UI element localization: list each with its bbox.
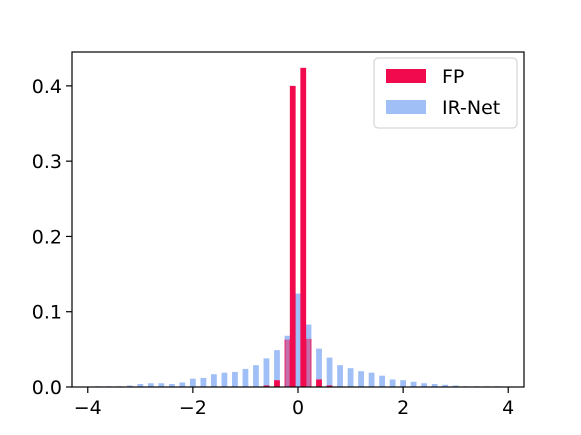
bar-ir-net-30: [410, 381, 417, 387]
y-tick-label-2: 0.2: [32, 226, 62, 248]
bar-ir-net-4: [137, 383, 144, 387]
bar-ir-net-14: [242, 368, 249, 387]
bar-ir-net-7: [168, 383, 175, 387]
bar-fp-4: [300, 67, 307, 387]
legend: FP IR-Net: [373, 57, 518, 129]
bar-ir-net-22: [326, 357, 333, 387]
x-tick-label-3: 2: [397, 397, 409, 419]
x-tick-label-1: −2: [179, 397, 207, 419]
bar-overlay-2: [306, 324, 311, 387]
bar-fp-3: [289, 85, 296, 387]
bar-ir-net-13: [232, 371, 238, 387]
bar-ir-net-23: [337, 365, 343, 387]
legend-swatch-fp: [386, 69, 426, 83]
bar-ir-net-25: [358, 371, 364, 387]
bar-ir-net-5: [147, 383, 154, 387]
bar-ir-net-28: [389, 379, 396, 387]
bar-ir-net-12: [221, 372, 228, 387]
bar-fp-7: [326, 385, 333, 387]
y-tick-label-3: 0.3: [32, 151, 62, 173]
y-tick-label-1: 0.1: [32, 302, 62, 324]
bar-ir-net-8: [179, 382, 186, 387]
bar-ir-net-31: [421, 383, 428, 387]
bar-ir-net-17: [274, 350, 280, 387]
bar-ir-net-3: [126, 385, 133, 387]
bar-ir-net-26: [368, 372, 375, 387]
legend-swatch-ir-net: [386, 100, 426, 114]
x-tick-label-0: −4: [74, 397, 102, 419]
bar-ir-net-24: [347, 368, 354, 387]
bar-fp-6: [316, 379, 322, 387]
bar-ir-net-34: [452, 385, 459, 387]
bar-ir-net-6: [158, 383, 165, 387]
x-tick-label-2: 0: [292, 397, 304, 419]
x-axis-ticks: −4 −2 0 2 4: [74, 387, 514, 419]
bar-ir-net-27: [379, 375, 385, 387]
bar-ir-net-33: [442, 384, 449, 387]
plot-bars: [95, 67, 501, 387]
bar-overlay-0: [285, 335, 290, 387]
x-tick-label-4: 4: [502, 397, 514, 419]
bar-ir-net-29: [400, 380, 407, 387]
y-tick-label-0: 0.0: [32, 377, 62, 399]
bar-ir-net-16: [263, 358, 270, 387]
bar-ir-net-32: [431, 383, 438, 387]
bar-ir-net-9: [189, 378, 196, 387]
y-axis-ticks: 0.0 0.1 0.2 0.3 0.4: [32, 76, 72, 399]
bar-ir-net-11: [211, 374, 217, 387]
legend-label-fp: FP: [442, 66, 464, 88]
bar-ir-net-15: [253, 365, 259, 387]
legend-label-ir-net: IR-Net: [442, 97, 500, 119]
y-tick-label-4: 0.4: [32, 76, 62, 98]
bar-fp-1: [274, 380, 280, 387]
bar-ir-net-10: [200, 377, 207, 387]
bar-fp-0: [263, 385, 270, 387]
bar-ir-net-21: [316, 348, 322, 387]
bar-overlay-1: [295, 293, 301, 387]
